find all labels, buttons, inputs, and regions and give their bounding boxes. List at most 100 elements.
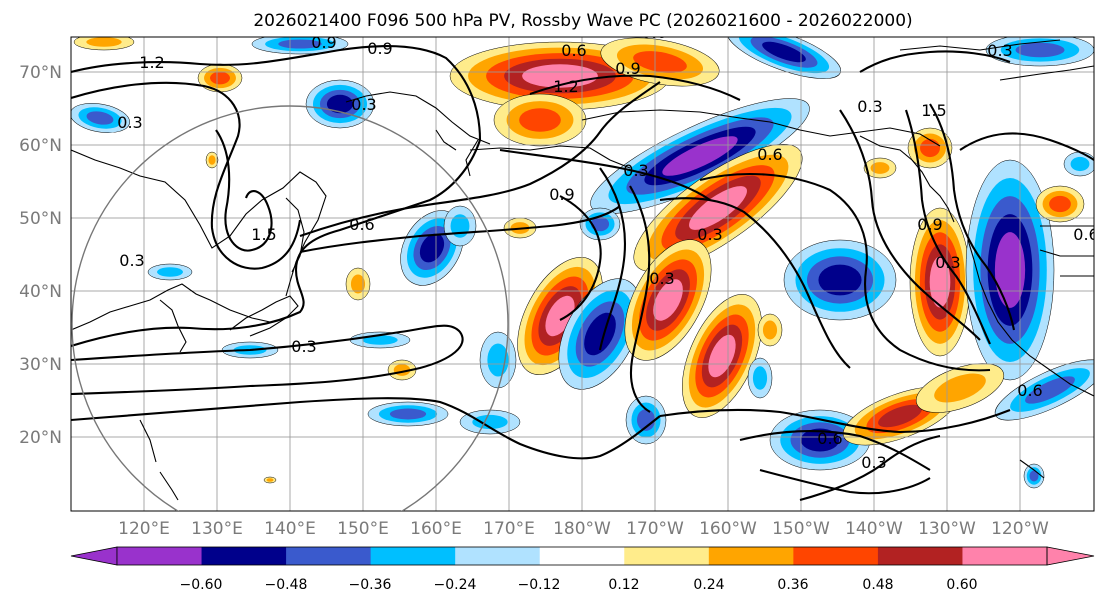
colorbar-extend-low bbox=[70, 546, 118, 566]
colorbar bbox=[70, 546, 1095, 566]
colorbar-swatch bbox=[962, 547, 1048, 565]
negative-pv-anomaly bbox=[1070, 156, 1090, 172]
positive-pv-anomaly bbox=[86, 37, 122, 47]
positive-pv-anomaly bbox=[210, 71, 230, 85]
contour-label: 0.9 bbox=[615, 59, 640, 78]
contour-label: 0.6 bbox=[817, 429, 842, 448]
positive-pv-anomaly bbox=[1049, 195, 1071, 213]
lon-label: 130°E bbox=[191, 519, 243, 539]
colorbar-tick: 0.24 bbox=[693, 577, 724, 593]
contour-label: 0.3 bbox=[935, 253, 960, 272]
negative-pv-anomaly bbox=[994, 232, 1026, 308]
negative-pv-anomaly bbox=[1025, 376, 1075, 404]
colorbar-swatch bbox=[708, 547, 794, 565]
pv-contours bbox=[71, 45, 1094, 502]
negative-pv-anomaly bbox=[86, 111, 114, 125]
negative-pv-anomaly bbox=[157, 267, 183, 277]
contour-label: 1.2 bbox=[139, 53, 164, 72]
colorbar-tick: −0.36 bbox=[349, 577, 392, 593]
lon-label: 140°E bbox=[264, 519, 316, 539]
contour-label: 0.6 bbox=[349, 215, 374, 234]
contour-label: 0.3 bbox=[291, 337, 316, 356]
region-circle bbox=[71, 105, 509, 511]
colorbar-tick: −0.24 bbox=[434, 577, 477, 593]
positive-pv-anomaly bbox=[519, 108, 561, 132]
contour-label: 0.3 bbox=[623, 161, 648, 180]
negative-pv-anomaly bbox=[362, 335, 398, 345]
colorbar-outline bbox=[116, 546, 1048, 566]
lat-label: 50°N bbox=[19, 209, 62, 229]
contour-label: 0.3 bbox=[117, 113, 142, 132]
contour-label: 0.3 bbox=[857, 97, 882, 116]
positive-pv-anomaly bbox=[653, 279, 683, 321]
negative-pv-anomaly bbox=[590, 216, 610, 232]
positive-pv-anomaly bbox=[762, 320, 778, 340]
contour-label: 1.5 bbox=[921, 101, 946, 120]
lon-label: 160°W bbox=[699, 519, 757, 539]
positive-pv-anomaly bbox=[350, 274, 366, 294]
lon-label: 170°W bbox=[626, 519, 684, 539]
colorbar-swatch bbox=[370, 547, 456, 565]
lon-label: 120°W bbox=[991, 519, 1049, 539]
longitude-labels: 120°E 130°E 140°E 150°E 160°E 170°E 180°… bbox=[118, 519, 1049, 539]
negative-pv-anomaly bbox=[326, 94, 354, 114]
contour-label: 0.6 bbox=[1073, 225, 1098, 244]
coastlines bbox=[71, 39, 1094, 501]
contour-label: 0.3 bbox=[351, 95, 376, 114]
negative-pv-anomaly bbox=[818, 264, 862, 296]
positive-pv-anomaly bbox=[266, 478, 274, 482]
contour-label: 1.2 bbox=[553, 77, 578, 96]
colorbar-tick: −0.48 bbox=[265, 577, 308, 593]
lon-label: 140°W bbox=[845, 519, 903, 539]
contour-label: 1.5 bbox=[251, 225, 276, 244]
lon-label: 120°E bbox=[118, 519, 170, 539]
lon-label: 180°W bbox=[553, 519, 611, 539]
colorbar-swatch bbox=[539, 547, 625, 565]
positive-pv-anomaly bbox=[633, 51, 687, 73]
positive-pv-anomaly bbox=[208, 155, 216, 165]
positive-pv-anomaly bbox=[870, 162, 890, 174]
negative-pv-anomaly bbox=[278, 39, 322, 49]
colorbar-tick: 0.48 bbox=[862, 577, 893, 593]
colorbar-tick-labels: −0.60 −0.48 −0.36 −0.24 −0.12 0.12 0.24 … bbox=[180, 577, 978, 593]
lon-label: 150°W bbox=[772, 519, 830, 539]
contour-label: 0.9 bbox=[917, 215, 942, 234]
positive-pv-anomaly bbox=[689, 186, 747, 230]
negative-pv-anomaly bbox=[389, 408, 427, 420]
lat-label: 60°N bbox=[19, 136, 62, 156]
contour-label: 0.6 bbox=[641, 23, 666, 42]
contour-label: 0.3 bbox=[697, 225, 722, 244]
contour-label: 0.6 bbox=[1017, 381, 1042, 400]
colorbar-swatch bbox=[624, 547, 710, 565]
colorbar-swatch bbox=[201, 547, 287, 565]
contour-label: 0.9 bbox=[549, 185, 574, 204]
colorbar-swatch bbox=[455, 547, 541, 565]
colorbar-tick: 0.36 bbox=[777, 577, 808, 593]
colorbar-tick: −0.60 bbox=[180, 577, 223, 593]
contour-label: 0.3 bbox=[987, 41, 1012, 60]
figure-title: 2026021400 F096 500 hPa PV, Rossby Wave … bbox=[253, 11, 912, 31]
pv-contour-labels: 1.20.90.30.60.91.20.60.31.50.91.50.30.60… bbox=[117, 23, 1098, 472]
colorbar-tick: 0.60 bbox=[946, 577, 977, 593]
negative-pv-anomaly bbox=[636, 409, 656, 431]
lat-label: 70°N bbox=[19, 63, 62, 83]
positive-pv-anomaly bbox=[920, 138, 940, 158]
colorbar-swatch bbox=[117, 547, 203, 565]
contour-label: 0.9 bbox=[367, 39, 392, 58]
negative-pv-anomaly bbox=[752, 366, 768, 390]
colorbar-swatch bbox=[286, 547, 372, 565]
lon-label: 160°E bbox=[410, 519, 462, 539]
contour-label: 0.6 bbox=[561, 41, 586, 60]
lon-label: 130°W bbox=[918, 519, 976, 539]
colorbar-swatch bbox=[793, 547, 879, 565]
contour-label: 0.6 bbox=[757, 145, 782, 164]
colorbar-tick: −0.12 bbox=[518, 577, 561, 593]
contour-label: 0.3 bbox=[649, 269, 674, 288]
latitude-labels: 70°N 60°N 50°N 40°N 30°N 20°N bbox=[19, 63, 62, 448]
colorbar-tick: 0.12 bbox=[608, 577, 639, 593]
contour-label: 0.3 bbox=[861, 453, 886, 472]
negative-pv-anomaly bbox=[419, 233, 445, 263]
colorbar-extend-high bbox=[1046, 546, 1095, 566]
positive-pv-anomaly bbox=[708, 334, 736, 378]
